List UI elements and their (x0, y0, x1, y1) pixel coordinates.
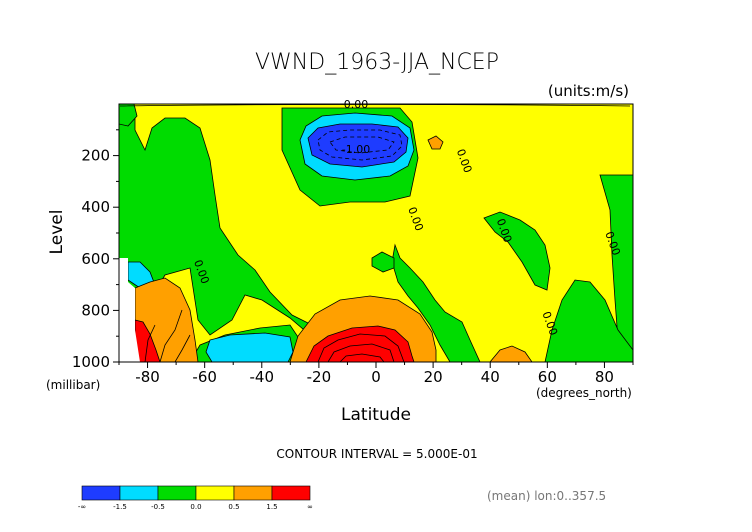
units-label: (units:m/s) (548, 82, 629, 100)
colorbar-label: ∞ (307, 503, 313, 511)
field-orange-small (427, 135, 444, 150)
x-tick-label: 20 (424, 368, 443, 386)
x-tick-label: -20 (307, 368, 332, 386)
colorbar-label: -0.5 (151, 503, 165, 511)
y-tick-label: 600 (81, 250, 110, 268)
colorbar-label: 1.5 (266, 503, 277, 511)
y-tick-label: 200 (81, 147, 110, 165)
x-tick-label: 80 (595, 368, 614, 386)
contour-lines (119, 104, 631, 362)
x-tick-label: 0 (371, 368, 381, 386)
missing-data-patch (119, 258, 140, 362)
y-axis: 200 400 600 800 1000 (72, 129, 119, 371)
colorbar-swatch (81, 485, 121, 501)
y-tick-label: 800 (81, 301, 110, 319)
colorbar-swatch (233, 485, 273, 501)
x-unit-label: (degrees_north) (536, 386, 632, 400)
field-green-mid-right (391, 243, 481, 362)
x-axis-title: Latitude (341, 405, 411, 425)
colorbar-label: 0.5 (228, 503, 239, 511)
x-axis: -80 -60 -40 -20 0 20 40 60 80 (118, 362, 634, 386)
colorbar-swatch (271, 485, 311, 501)
colorbar-label: -1.5 (113, 503, 127, 511)
x-tick-label: -40 (250, 368, 275, 386)
y-tick-label: 400 (81, 198, 110, 216)
field-cyan-low (205, 332, 294, 362)
colorbar-swatch (119, 485, 159, 501)
x-tick-label: -60 (192, 368, 217, 386)
negative-contours (317, 129, 403, 161)
contour-interval-text: CONTOUR INTERVAL = 5.000E-01 (276, 447, 477, 461)
contour-label: -1.00 (342, 143, 370, 156)
field-green-top-left-strip (119, 104, 138, 127)
field-green-right-arm (483, 211, 551, 291)
field-green-far-right (599, 174, 633, 362)
x-tick-label: -80 (135, 368, 160, 386)
footer-text: (mean) lon:0..357.5 (487, 489, 606, 503)
plot-area (119, 104, 633, 362)
colorbar-swatch (195, 485, 235, 501)
y-axis-title: Level (47, 210, 67, 255)
chart-title: VWND_1963-JJA_NCEP (255, 50, 499, 75)
field-green-blob-left (371, 251, 395, 273)
field-green-upper-left (119, 104, 323, 336)
colorbar-label: -∞ (78, 503, 86, 511)
y-tick-label: 1000 (72, 353, 110, 371)
x-tick-label: 40 (481, 368, 500, 386)
field-green-bottom-right (544, 279, 633, 362)
colorbar-swatch (157, 485, 197, 501)
y-unit-label: (millibar) (46, 378, 100, 392)
field-blue-core (307, 123, 409, 168)
colorbar-label: 0.0 (190, 503, 201, 511)
field-orange-bottom-right (489, 345, 533, 362)
x-tick-label: 60 (538, 368, 557, 386)
colorbar: -∞ -1.5 -0.5 0.0 0.5 1.5 ∞ (78, 485, 313, 511)
